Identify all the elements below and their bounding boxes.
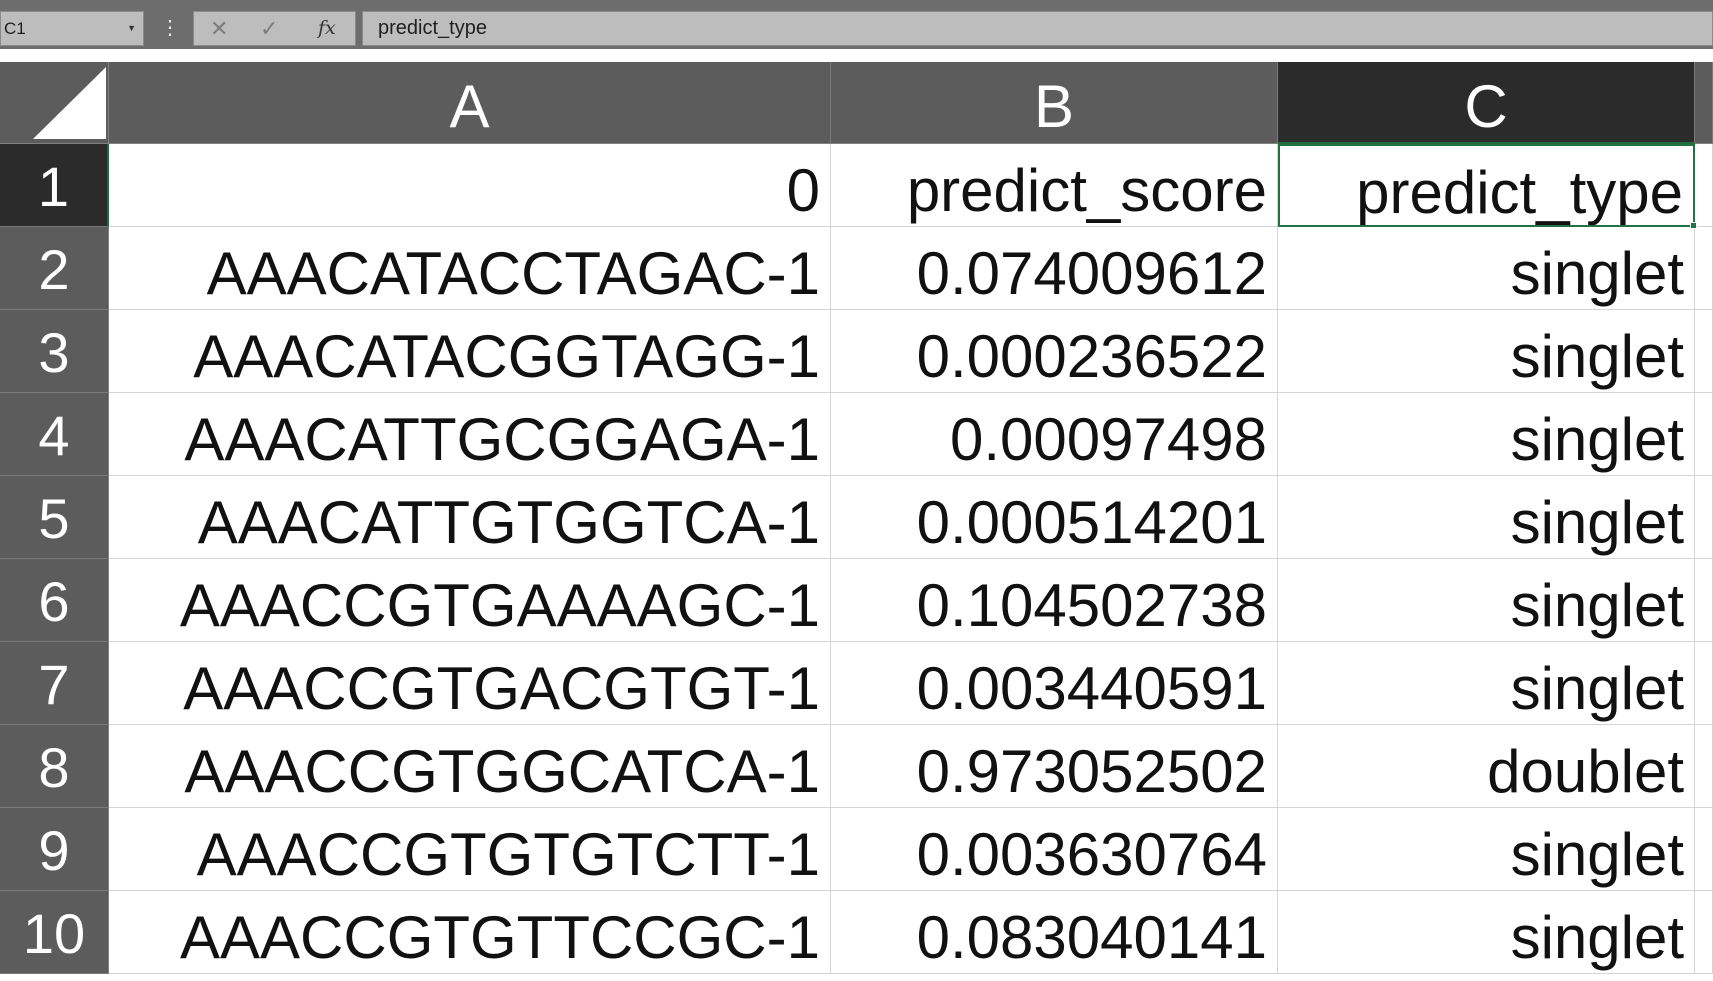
cell-d3[interactable] [1695,310,1713,393]
cell-b8[interactable]: 0.973052502 [831,725,1278,808]
cell-b7[interactable]: 0.003440591 [831,642,1278,725]
row-header-5[interactable]: 5 [0,476,109,559]
cell-a8[interactable]: AAACCGTGGCATCA-1 [109,725,831,808]
cell-a7[interactable]: AAACCGTGACGTGT-1 [109,642,831,725]
fill-handle[interactable] [1690,222,1697,229]
row-header-8[interactable]: 8 [0,725,109,808]
cancel-icon[interactable]: ✕ [210,16,229,41]
cell-d9[interactable] [1695,808,1713,891]
chevron-down-icon[interactable]: ▼ [127,23,136,33]
cell-c2[interactable]: singlet [1278,227,1695,310]
cell-d5[interactable] [1695,476,1713,559]
cell-b6[interactable]: 0.104502738 [831,559,1278,642]
row-header-2[interactable]: 2 [0,227,109,310]
cell-c1[interactable]: predict_type [1278,144,1695,227]
row-header-10[interactable]: 10 [0,891,109,974]
name-box[interactable]: C1 ▼ [0,11,144,46]
formula-input[interactable]: predict_type [362,11,1713,46]
cell-d4[interactable] [1695,393,1713,476]
cell-a10[interactable]: AAACCGTGTTCCGC-1 [109,891,831,974]
cell-d6[interactable] [1695,559,1713,642]
column-header-b[interactable]: B [831,62,1278,144]
worksheet-grid: A B C 1 0 predict_score predict_type 2 AAACATACC… [0,62,1713,981]
cell-b1[interactable]: predict_score [831,144,1278,227]
enter-icon[interactable]: ✓ [260,16,279,41]
row-header-4[interactable]: 4 [0,393,109,476]
cell-a5[interactable]: AAACATTGTGGTCA-1 [109,476,831,559]
cell-c4[interactable]: singlet [1278,393,1695,476]
cell-d10[interactable] [1695,891,1713,974]
formula-bar: C1 ▼ ⋮ ✕ ✓ fx predict_type [0,0,1713,49]
cell-b10[interactable]: 0.083040141 [831,891,1278,974]
row-header-7[interactable]: 7 [0,642,109,725]
cell-a3[interactable]: AAACATACGGTAGG-1 [109,310,831,393]
select-all-triangle-icon [33,67,106,139]
cell-c7[interactable]: singlet [1278,642,1695,725]
cell-c6[interactable]: singlet [1278,559,1695,642]
column-header-a[interactable]: A [109,62,831,144]
cell-d2[interactable] [1695,227,1713,310]
cell-b4[interactable]: 0.00097498 [831,393,1278,476]
cell-a6[interactable]: AAACCGTGAAAAGC-1 [109,559,831,642]
row-header-1[interactable]: 1 [0,144,109,227]
row-header-9[interactable]: 9 [0,808,109,891]
formula-buttons: ✕ ✓ fx [193,11,356,46]
name-box-value: C1 [4,19,26,38]
cell-b9[interactable]: 0.003630764 [831,808,1278,891]
column-header-d[interactable] [1695,62,1713,144]
cell-b5[interactable]: 0.000514201 [831,476,1278,559]
cell-c3[interactable]: singlet [1278,310,1695,393]
more-options-icon[interactable]: ⋮ [160,17,180,39]
cell-c9[interactable]: singlet [1278,808,1695,891]
cell-d7[interactable] [1695,642,1713,725]
cell-a2[interactable]: AAACATACCTAGAC-1 [109,227,831,310]
cell-a9[interactable]: AAACCGTGTGTCTT-1 [109,808,831,891]
cell-b3[interactable]: 0.000236522 [831,310,1278,393]
select-all-button[interactable] [0,62,109,144]
cell-c5[interactable]: singlet [1278,476,1695,559]
cell-c10[interactable]: singlet [1278,891,1695,974]
column-header-c[interactable]: C [1278,62,1695,144]
row-header-3[interactable]: 3 [0,310,109,393]
cell-d8[interactable] [1695,725,1713,808]
cell-b2[interactable]: 0.074009612 [831,227,1278,310]
insert-function-icon[interactable]: fx [318,17,336,39]
cell-c8[interactable]: doublet [1278,725,1695,808]
cell-a4[interactable]: AAACATTGCGGAGA-1 [109,393,831,476]
row-header-6[interactable]: 6 [0,559,109,642]
cell-d1[interactable] [1695,144,1713,227]
cell-a1[interactable]: 0 [109,144,831,227]
